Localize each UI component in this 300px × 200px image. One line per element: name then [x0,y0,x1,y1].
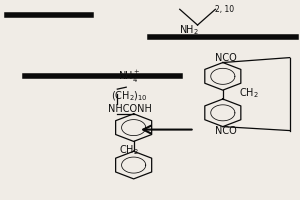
Text: NCO: NCO [215,53,237,63]
Text: NCO: NCO [215,126,237,136]
Text: 2, 10: 2, 10 [215,5,235,14]
Text: CH$_2$: CH$_2$ [239,86,259,100]
Text: NH$_4^+$: NH$_4^+$ [118,69,140,85]
Text: CH$_2$: CH$_2$ [119,143,139,157]
Text: NHCONH: NHCONH [108,104,152,114]
Text: NH$_2$: NH$_2$ [179,23,199,37]
Text: (CH$_2$)$_{10}$: (CH$_2$)$_{10}$ [111,89,148,103]
